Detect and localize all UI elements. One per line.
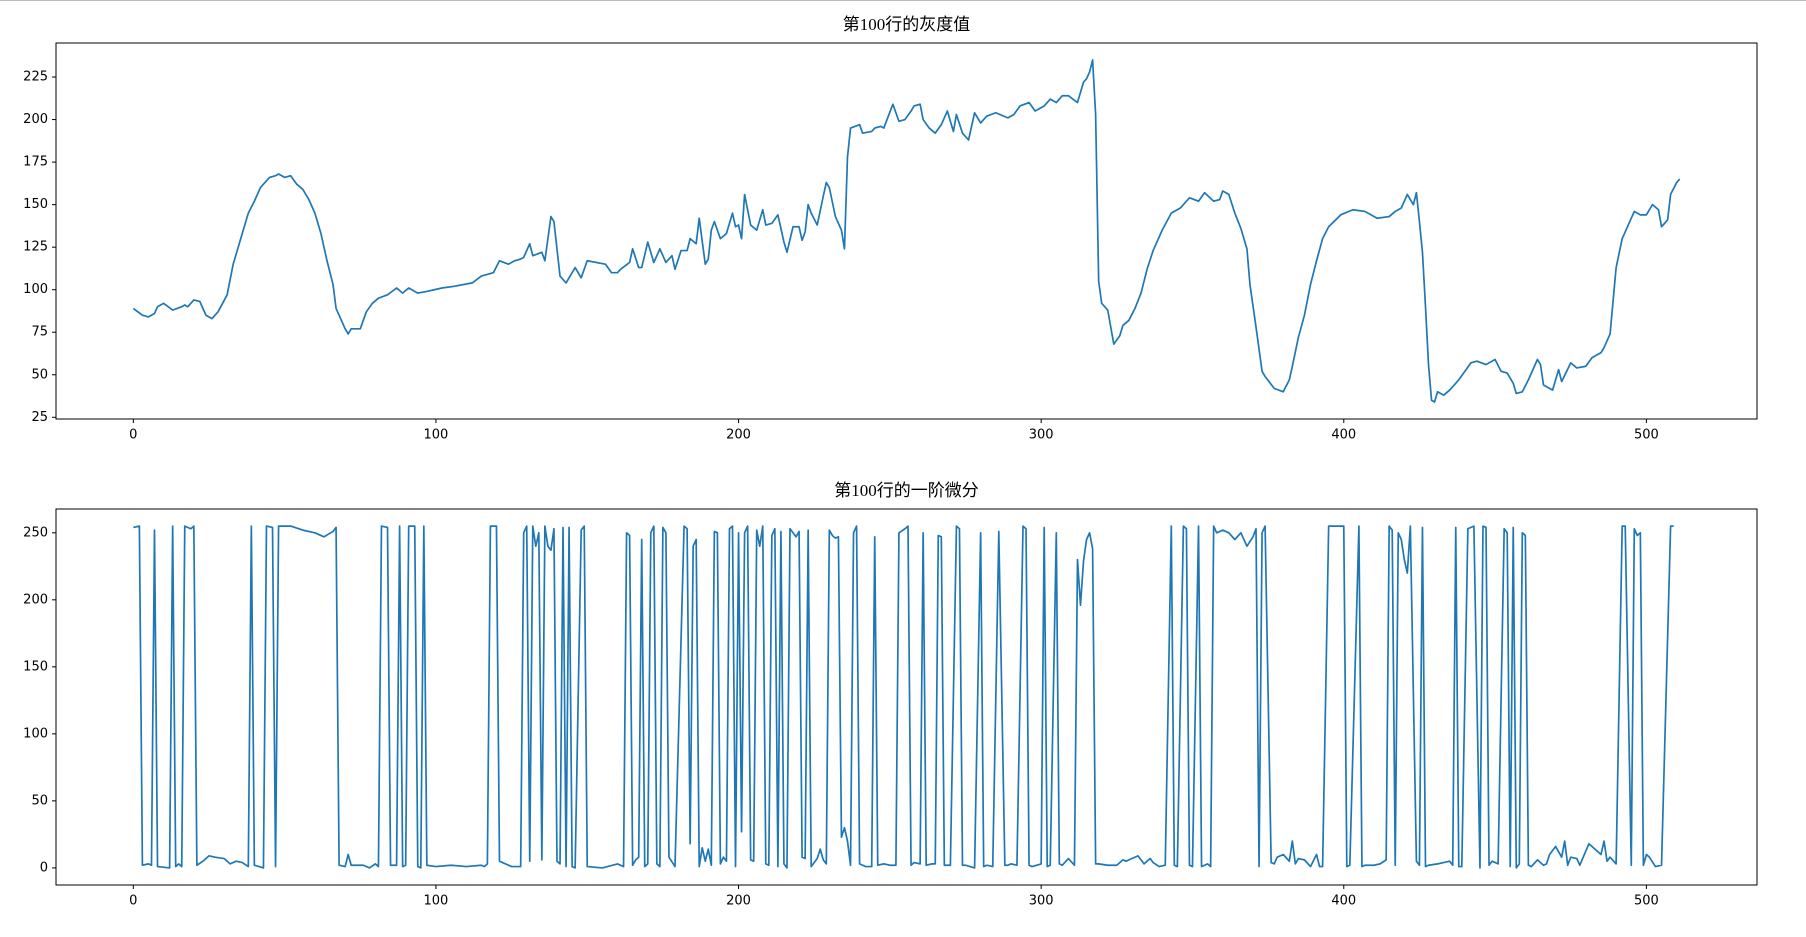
y-tick-label: 175 [23,155,48,170]
y-tick-label: 50 [31,367,48,382]
y-tick-label: 25 [31,410,48,425]
y-tick-label: 200 [23,112,48,127]
chart-title: 第100行的灰度值 [843,15,971,34]
data-line [133,525,1674,869]
y-tick-label: 250 [23,525,48,540]
x-tick-label: 100 [424,894,449,909]
chart-title: 第100行的一阶微分 [834,481,979,500]
axes-frame [55,42,1758,420]
y-tick-label: 50 [31,793,48,808]
x-tick-label: 500 [1634,428,1659,443]
x-tick-label: 200 [726,428,751,443]
y-tick-label: 200 [23,592,48,607]
y-tick-label: 100 [23,282,48,297]
x-tick-label: 0 [129,428,137,443]
y-tick-label: 225 [23,70,48,85]
y-tick-label: 150 [23,659,48,674]
x-tick-label: 500 [1634,894,1659,909]
y-tick-label: 100 [23,726,48,741]
x-tick-label: 200 [726,894,751,909]
x-tick-label: 400 [1331,894,1356,909]
y-tick-label: 0 [40,860,48,875]
y-tick-label: 75 [31,325,48,340]
data-line [132,59,1681,403]
x-tick-label: 0 [129,894,137,909]
x-tick-label: 300 [1029,428,1054,443]
x-tick-label: 300 [1029,894,1054,909]
x-tick-label: 100 [424,428,449,443]
axes-frame [55,508,1758,886]
y-tick-label: 150 [23,197,48,212]
y-tick-label: 125 [23,240,48,255]
x-tick-label: 400 [1331,428,1356,443]
